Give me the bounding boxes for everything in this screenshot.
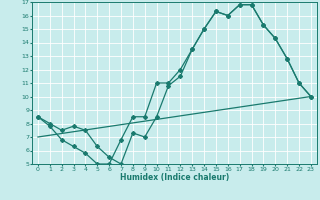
X-axis label: Humidex (Indice chaleur): Humidex (Indice chaleur)	[120, 173, 229, 182]
